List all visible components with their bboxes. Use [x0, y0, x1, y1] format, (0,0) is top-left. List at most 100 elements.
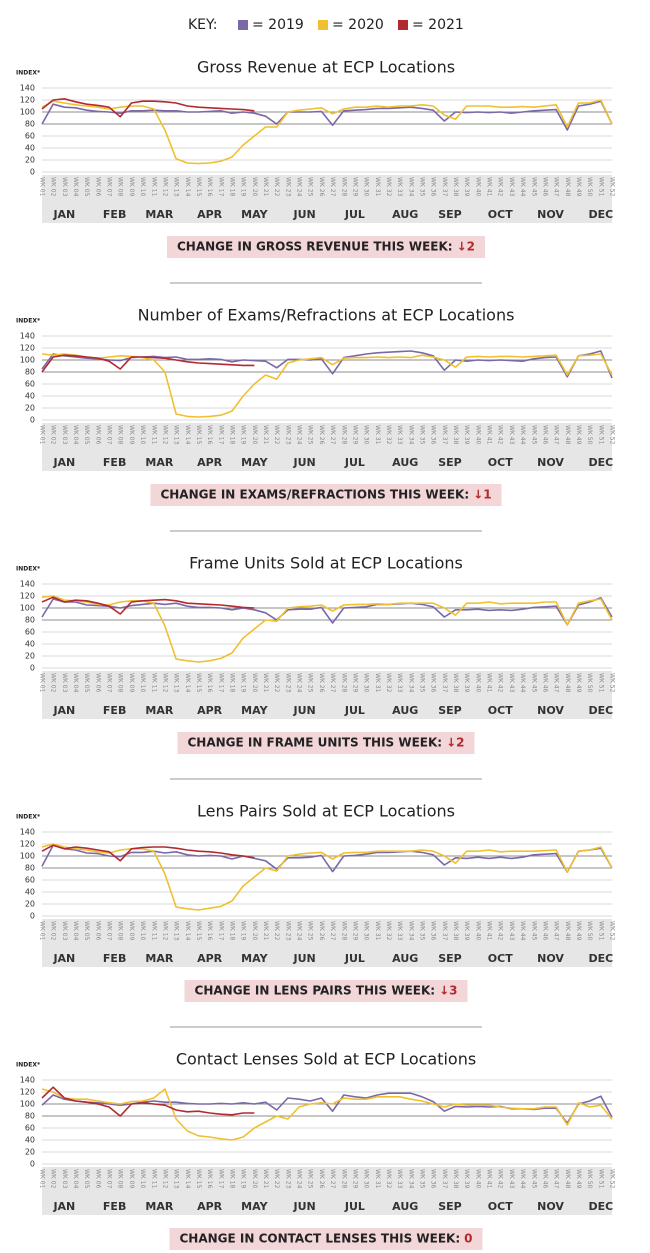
- x-tick-label: WK 35: [419, 1169, 426, 1189]
- x-tick-label: WK 19: [240, 921, 247, 941]
- series-line: [41, 1088, 613, 1141]
- change-value: ↓2: [457, 240, 475, 254]
- x-tick-label: WK 41: [486, 921, 493, 941]
- x-tick-label: WK 28: [340, 921, 347, 941]
- x-tick-label: WK 09: [128, 177, 135, 197]
- x-tick-label: WK 11: [150, 425, 157, 445]
- series-line: [41, 99, 613, 165]
- month-label: MAR: [145, 456, 173, 469]
- x-tick-label: WK 48: [564, 177, 571, 197]
- key-label: KEY:: [188, 17, 217, 33]
- month-label: NOV: [537, 704, 564, 717]
- x-tick-label: WK 40: [474, 1169, 481, 1189]
- y-axis-label: INDEX*: [16, 814, 41, 821]
- x-tick-label: WK 51: [597, 425, 604, 445]
- x-tick-label: WK 47: [553, 1169, 560, 1189]
- chart: Contact Lenses Sold at ECP Locations INDE…: [16, 1050, 616, 1250]
- x-tick-label: WK 50: [586, 921, 593, 941]
- x-tick-label: WK 40: [474, 425, 481, 445]
- x-tick-label: WK 16: [206, 1169, 213, 1189]
- week-band: [42, 1167, 612, 1215]
- x-tick-label: WK 13: [173, 177, 180, 197]
- x-tick-label: WK 43: [508, 177, 515, 197]
- x-tick-label: WK 46: [541, 673, 548, 693]
- x-tick-label: WK 28: [340, 425, 347, 445]
- month-label: FEB: [103, 456, 126, 469]
- change-value: ↓3: [439, 984, 457, 998]
- x-tick-label: WK 02: [50, 177, 57, 197]
- x-tick-label: WK 23: [284, 425, 291, 445]
- x-tick-label: WK 19: [240, 177, 247, 197]
- change-label: CHANGE IN LENS PAIRS THIS WEEK:: [195, 984, 436, 998]
- x-tick-label: WK 18: [229, 425, 236, 445]
- x-tick-label: WK 24: [296, 673, 303, 693]
- x-tick-label: WK 39: [463, 673, 470, 693]
- y-tick-label: 100: [20, 604, 35, 613]
- x-tick-label: WK 41: [486, 1169, 493, 1189]
- x-tick-label: WK 04: [72, 177, 79, 197]
- x-tick-label: WK 33: [396, 921, 403, 941]
- x-tick-label: WK 45: [530, 425, 537, 445]
- x-tick-label: WK 35: [419, 673, 426, 693]
- x-tick-label: WK 28: [340, 177, 347, 197]
- x-tick-label: WK 32: [385, 921, 392, 941]
- month-label: NOV: [537, 208, 564, 221]
- key-entry: = 2021: [412, 17, 464, 33]
- x-tick-label: WK 26: [318, 425, 325, 445]
- x-tick-label: WK 25: [307, 673, 314, 693]
- y-tick-label: 20: [25, 156, 35, 165]
- x-tick-label: WK 07: [106, 921, 113, 941]
- month-label: NOV: [537, 456, 564, 469]
- x-tick-label: WK 13: [173, 921, 180, 941]
- x-tick-label: WK 23: [284, 177, 291, 197]
- x-tick-label: WK 34: [407, 425, 414, 445]
- y-tick-label: 80: [25, 864, 35, 873]
- series-line: [41, 1086, 255, 1117]
- x-tick-label: WK 25: [307, 1169, 314, 1189]
- x-tick-label: WK 40: [474, 177, 481, 197]
- change-label: CHANGE IN EXAMS/REFRACTIONS THIS WEEK:: [160, 488, 469, 502]
- x-tick-label: WK 47: [553, 921, 560, 941]
- change-box: [150, 484, 502, 506]
- chart-title: Gross Revenue at ECP Locations: [197, 58, 455, 77]
- y-tick-label: 120: [20, 344, 35, 353]
- month-label: NOV: [537, 952, 564, 965]
- x-tick-label: WK 07: [106, 673, 113, 693]
- x-tick-label: WK 06: [94, 921, 101, 941]
- x-tick-label: WK 46: [541, 177, 548, 197]
- x-tick-label: WK 29: [351, 1169, 358, 1189]
- change-label: CHANGE IN CONTACT LENSES THIS WEEK:: [180, 1232, 461, 1246]
- x-tick-label: WK 29: [351, 425, 358, 445]
- month-label: MAY: [241, 704, 268, 717]
- y-tick-label: 60: [25, 628, 35, 637]
- month-label: AUG: [392, 704, 418, 717]
- week-band: [42, 423, 612, 471]
- x-tick-label: WK 17: [217, 673, 224, 693]
- x-tick-label: WK 02: [50, 673, 57, 693]
- x-tick-label: WK 49: [575, 673, 582, 693]
- x-tick-label: WK 51: [597, 1169, 604, 1189]
- x-tick-label: WK 26: [318, 921, 325, 941]
- y-tick-label: 0: [30, 664, 35, 673]
- x-tick-label: WK 32: [385, 1169, 392, 1189]
- series-line: [41, 596, 613, 626]
- month-label: JUL: [344, 704, 365, 717]
- x-tick-label: WK 21: [262, 425, 269, 445]
- x-tick-label: WK 40: [474, 921, 481, 941]
- x-tick-label: WK 52: [609, 1169, 616, 1189]
- x-tick-label: WK 27: [329, 921, 336, 941]
- x-tick-label: WK 47: [553, 425, 560, 445]
- x-tick-label: WK 11: [150, 1169, 157, 1189]
- x-tick-label: WK 03: [61, 425, 68, 445]
- y-axis-label: INDEX*: [16, 1062, 41, 1069]
- x-tick-label: WK 38: [452, 425, 459, 445]
- x-tick-label: WK 52: [609, 673, 616, 693]
- x-tick-label: WK 24: [296, 921, 303, 941]
- x-tick-label: WK 14: [184, 921, 191, 941]
- y-tick-label: 40: [25, 392, 35, 401]
- x-tick-label: WK 49: [575, 1169, 582, 1189]
- y-tick-label: 60: [25, 132, 35, 141]
- x-tick-label: WK 51: [597, 177, 604, 197]
- month-label: APR: [197, 704, 223, 717]
- y-tick-label: 120: [20, 592, 35, 601]
